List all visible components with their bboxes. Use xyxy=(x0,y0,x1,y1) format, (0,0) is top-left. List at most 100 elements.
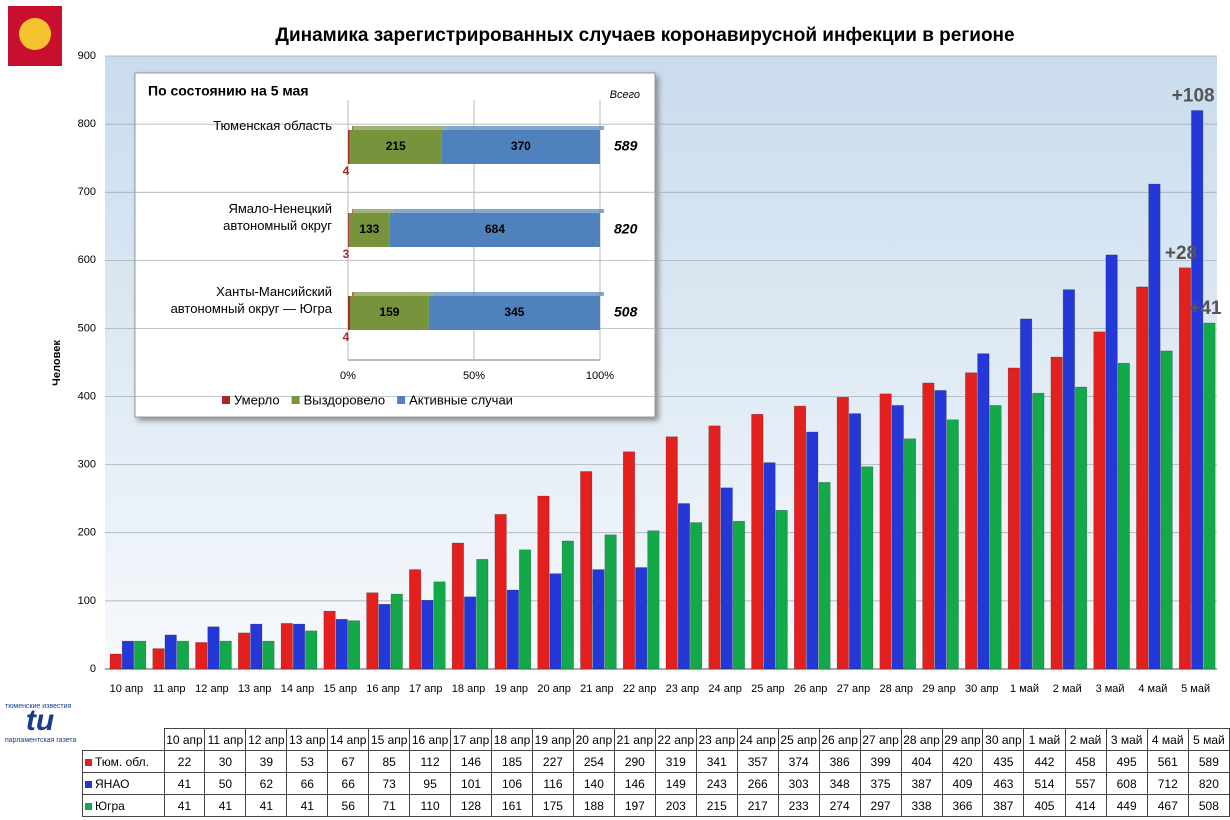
bar xyxy=(604,534,617,670)
bar xyxy=(879,393,892,670)
bar xyxy=(1136,286,1149,670)
y-tick-label: 800 xyxy=(78,118,96,130)
bar xyxy=(1050,356,1063,670)
bar xyxy=(775,510,788,670)
segment-label: 4 xyxy=(343,164,350,178)
bar-segment xyxy=(349,296,429,330)
table-cell: 409 xyxy=(941,772,984,795)
table-header: 15 апр xyxy=(368,728,411,751)
table-cell: 185 xyxy=(491,750,533,773)
x-tick-label: 0% xyxy=(340,370,356,382)
table-cell: 106 xyxy=(491,772,533,795)
table-cell: 375 xyxy=(859,772,902,795)
bar xyxy=(622,451,635,670)
segment-label: 3 xyxy=(343,247,350,261)
table-cell: 463 xyxy=(982,772,1025,795)
bar xyxy=(1093,331,1106,670)
legend-label: Тюм. обл. xyxy=(95,754,149,769)
bar-segment xyxy=(349,130,442,164)
bar xyxy=(977,353,990,670)
table-cell: 405 xyxy=(1023,794,1066,817)
x-tick-label: 100% xyxy=(586,370,614,382)
table-cell: 266 xyxy=(736,772,779,795)
bar xyxy=(708,425,721,670)
legend-label: Активные случаи xyxy=(409,392,513,407)
table-cell: 303 xyxy=(777,772,820,795)
table-cell: 50 xyxy=(204,772,247,795)
table-cell: 188 xyxy=(572,794,615,817)
bar xyxy=(1117,362,1130,670)
table-cell: 243 xyxy=(695,772,738,795)
table-cell: 399 xyxy=(859,750,902,773)
total-value: 589 xyxy=(614,138,638,154)
bar xyxy=(763,462,776,670)
table-cell: 297 xyxy=(859,794,902,817)
table-header: 11 апр xyxy=(204,728,247,751)
table-cell: 233 xyxy=(777,794,820,817)
bar xyxy=(494,514,507,670)
bar xyxy=(1191,110,1204,670)
table-cell: 101 xyxy=(450,772,493,795)
table-cell: 820 xyxy=(1187,772,1230,795)
x-tick-label: 19 апр xyxy=(495,683,528,695)
category-label: Ямало-Ненецкий автономный округ xyxy=(223,201,332,233)
table-header: 5 май xyxy=(1187,728,1230,751)
bar xyxy=(219,640,232,670)
logo-mark: tu xyxy=(26,704,54,737)
bar xyxy=(409,569,422,670)
table-cell: 386 xyxy=(818,750,861,773)
table-cell: 146 xyxy=(450,750,493,773)
bar-segment xyxy=(441,130,600,164)
bar xyxy=(433,581,446,670)
table-cell: 140 xyxy=(572,772,615,795)
bar xyxy=(1178,267,1191,670)
table-cell: 41 xyxy=(163,794,206,817)
bar xyxy=(922,382,935,670)
bar-segment xyxy=(428,296,600,330)
table-cell: 508 xyxy=(1187,794,1230,817)
table-cell: 449 xyxy=(1105,794,1148,817)
bar xyxy=(378,604,391,670)
table-header: 3 май xyxy=(1105,728,1148,751)
table-cell: 319 xyxy=(654,750,697,773)
bar xyxy=(647,530,660,670)
table-header: 14 апр xyxy=(327,728,370,751)
bar xyxy=(903,438,916,670)
x-tick-label: 50% xyxy=(463,370,485,382)
table-header: 24 апр xyxy=(736,728,779,751)
bar-top xyxy=(393,209,604,213)
bar xyxy=(176,640,189,670)
table-header: 1 май xyxy=(1023,728,1066,751)
bar xyxy=(836,396,849,670)
emblem-figure xyxy=(19,18,51,50)
bar xyxy=(280,623,293,670)
table-cell: 414 xyxy=(1064,794,1107,817)
bar xyxy=(989,405,1002,670)
data-table: 10 апр 11 апр 12 апр 13 апр 14 апр 15 апр 16 а… xyxy=(82,728,1230,817)
table-header: 19 апр xyxy=(531,728,574,751)
table-header: 4 май xyxy=(1146,728,1189,751)
table-cell: 22 xyxy=(163,750,206,773)
legend-label: Умерло xyxy=(234,392,280,407)
bar xyxy=(164,634,177,670)
bar xyxy=(806,431,819,670)
bar xyxy=(1105,254,1118,670)
bar xyxy=(195,642,208,670)
bar-top xyxy=(432,292,604,296)
bar xyxy=(1032,392,1045,670)
bar xyxy=(121,640,134,670)
table-header-row: 10 апр 11 апр 12 апр 13 апр 14 апр 15 апр 16 а… xyxy=(83,728,1230,751)
bar xyxy=(1160,350,1173,670)
bar xyxy=(335,619,348,670)
x-tick-label: 24 апр xyxy=(708,683,741,695)
table-cell: 338 xyxy=(900,794,943,817)
total-label: Всего xyxy=(610,89,640,101)
table-cell: 435 xyxy=(982,750,1025,773)
chart-title: Динамика зарегистрированных случаев коро… xyxy=(275,25,1014,46)
x-tick-label: 17 апр xyxy=(409,683,442,695)
bar-top xyxy=(353,126,446,130)
x-tick-label: 1 май xyxy=(1010,683,1039,695)
x-tick-label: 22 апр xyxy=(623,683,656,695)
bar xyxy=(1203,322,1216,670)
